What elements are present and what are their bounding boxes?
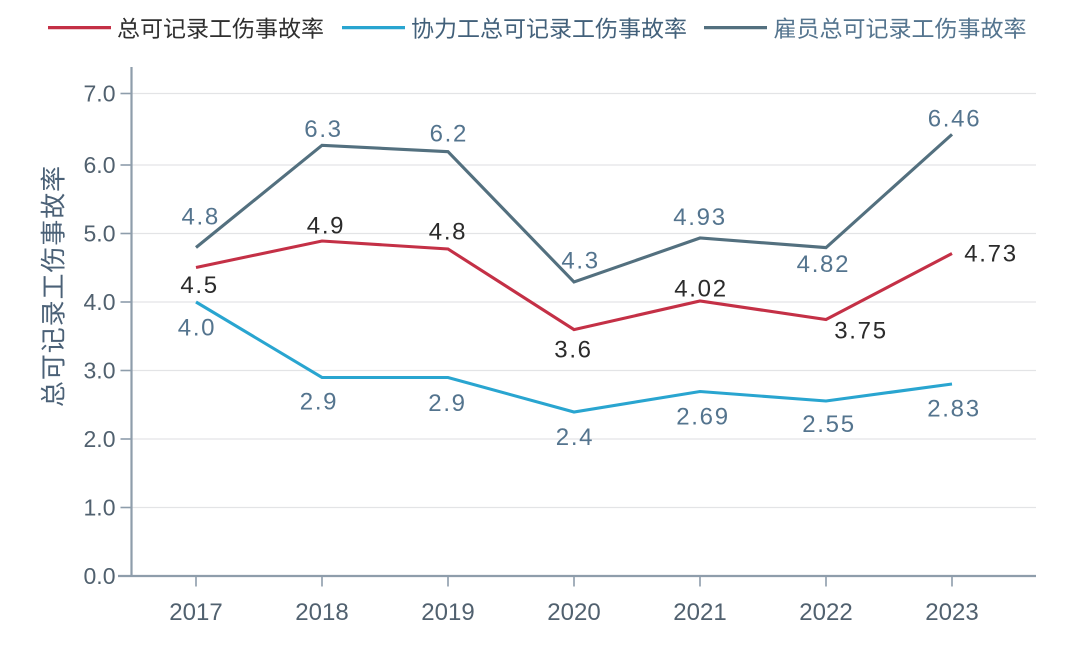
- svg-text:7.0: 7.0: [84, 81, 116, 107]
- svg-text:6.2: 6.2: [430, 120, 468, 147]
- svg-text:0.0: 0.0: [84, 563, 116, 589]
- svg-text:3.6: 3.6: [554, 336, 592, 363]
- svg-text:4.9: 4.9: [307, 212, 345, 239]
- svg-text:4.0: 4.0: [178, 314, 216, 341]
- svg-text:2019: 2019: [421, 599, 474, 626]
- svg-text:3.0: 3.0: [84, 358, 116, 384]
- svg-text:2.69: 2.69: [676, 403, 730, 430]
- svg-text:4.82: 4.82: [797, 251, 851, 278]
- svg-text:2022: 2022: [799, 599, 852, 626]
- svg-text:6.3: 6.3: [304, 116, 342, 143]
- svg-text:5.0: 5.0: [84, 221, 116, 247]
- svg-text:4.8: 4.8: [181, 203, 219, 230]
- svg-text:4.5: 4.5: [180, 272, 218, 299]
- svg-text:2020: 2020: [547, 599, 600, 626]
- svg-text:2.55: 2.55: [802, 411, 856, 438]
- svg-text:4.02: 4.02: [674, 275, 728, 302]
- svg-text:3.75: 3.75: [834, 317, 888, 344]
- svg-text:4.93: 4.93: [673, 204, 727, 231]
- svg-text:1.0: 1.0: [84, 495, 116, 521]
- svg-text:2.9: 2.9: [428, 390, 466, 417]
- svg-text:2021: 2021: [673, 599, 726, 626]
- svg-text:2023: 2023: [925, 599, 978, 626]
- svg-text:4.8: 4.8: [429, 218, 467, 245]
- svg-text:2.9: 2.9: [300, 389, 338, 416]
- svg-text:2018: 2018: [295, 599, 348, 626]
- svg-text:6.46: 6.46: [928, 105, 982, 132]
- svg-text:2.0: 2.0: [84, 426, 116, 452]
- svg-text:4.0: 4.0: [84, 289, 116, 315]
- svg-text:2.83: 2.83: [927, 395, 981, 422]
- svg-text:4.3: 4.3: [561, 247, 599, 274]
- svg-text:6.0: 6.0: [84, 152, 116, 178]
- svg-text:4.73: 4.73: [964, 240, 1018, 267]
- svg-text:2.4: 2.4: [556, 424, 594, 451]
- svg-text:2017: 2017: [169, 599, 222, 626]
